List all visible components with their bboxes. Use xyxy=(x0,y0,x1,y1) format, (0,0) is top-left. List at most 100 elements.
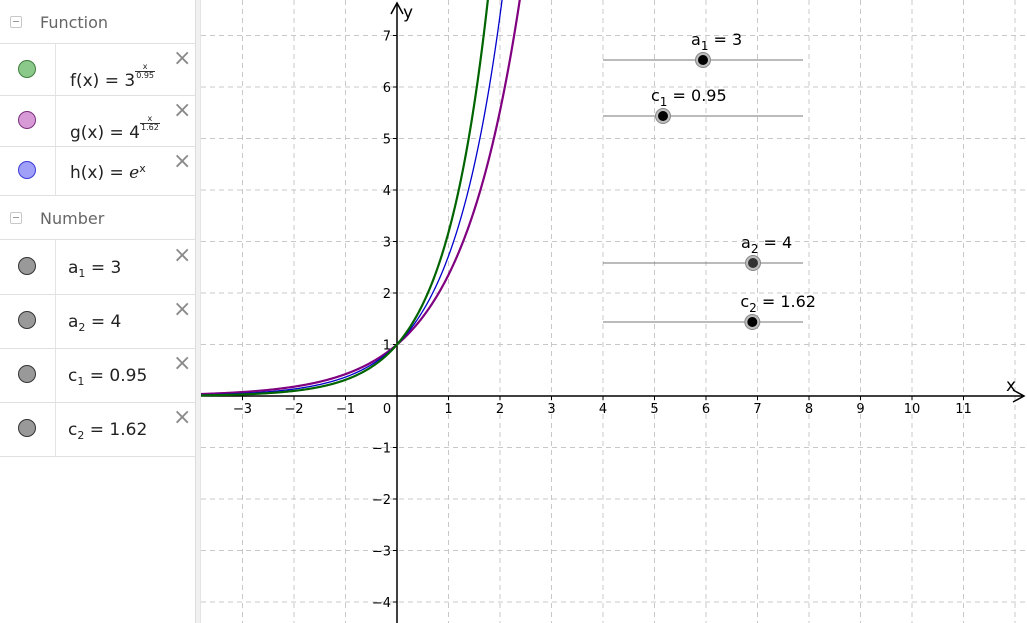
curve-h[interactable] xyxy=(201,0,505,396)
marker-column xyxy=(0,349,56,402)
visibility-toggle-a2[interactable] xyxy=(18,311,36,329)
function-f-definition[interactable]: f(x) = 3 x 0.95 xyxy=(70,63,156,91)
x-axis-arrow-icon xyxy=(1012,389,1026,403)
marker-column xyxy=(0,96,56,146)
group-header-function[interactable]: Function xyxy=(0,0,195,44)
visibility-toggle-c2[interactable] xyxy=(18,419,36,437)
function-g-definition[interactable]: g(x) = 4 x 1.62 xyxy=(70,115,160,143)
slider-label: a2 = 4 xyxy=(741,233,792,256)
number-a2-eq: = xyxy=(90,312,106,332)
x-tick-label: 11 xyxy=(955,402,972,417)
y-tick-label: 2 xyxy=(383,287,391,302)
number-a1-definition[interactable]: a1 = 3 xyxy=(68,258,121,280)
x-tick-label: 7 xyxy=(753,402,761,417)
delete-g-icon[interactable]: × xyxy=(173,98,192,123)
visibility-toggle-h[interactable] xyxy=(18,161,36,179)
number-a1-sub: 1 xyxy=(78,267,86,280)
x-tick-label: 3 xyxy=(547,402,555,417)
function-g-base: 4 xyxy=(129,123,140,143)
delete-h-icon[interactable]: × xyxy=(173,149,192,174)
y-tick-label: −3 xyxy=(372,545,391,560)
function-g-lhs: g(x) = xyxy=(70,123,124,143)
y-tick-label: 1 xyxy=(383,339,391,354)
number-c1-value: 0.95 xyxy=(109,366,148,386)
x-tick-label: 6 xyxy=(702,402,710,417)
visibility-toggle-f[interactable] xyxy=(18,60,36,78)
x-tick-label: −1 xyxy=(336,402,355,417)
slider-c2[interactable]: c2 = 1.62 xyxy=(603,292,816,330)
algebra-item-f[interactable]: f(x) = 3 x 0.95 × xyxy=(0,44,195,96)
slider-handle[interactable] xyxy=(748,258,758,268)
number-c2-var: c xyxy=(68,420,78,440)
marker-column xyxy=(0,147,56,195)
number-a2-definition[interactable]: a2 = 4 xyxy=(68,312,121,334)
function-g-exp-den: 1.62 xyxy=(141,123,159,132)
number-c2-definition[interactable]: c2 = 1.62 xyxy=(68,420,147,442)
slider-a2[interactable]: a2 = 4 xyxy=(603,233,803,271)
y-tick-label: 6 xyxy=(383,81,391,96)
algebra-item-c1[interactable]: c1 = 0.95 × xyxy=(0,349,195,403)
function-f-exp-den: 0.95 xyxy=(136,71,155,80)
function-h-lhs: h(x) = xyxy=(70,163,124,183)
algebra-view: Function f(x) = 3 x 0.95 × g(x) = 4 x 1.62 ×… xyxy=(0,0,195,623)
function-g-exponent: x 1.62 xyxy=(140,115,160,132)
slider-label: a1 = 3 xyxy=(691,30,742,53)
delete-c1-icon[interactable]: × xyxy=(173,351,192,376)
y-tick-label: 5 xyxy=(383,133,391,148)
visibility-toggle-a1[interactable] xyxy=(18,257,36,275)
x-axis-label: x xyxy=(1006,376,1016,396)
function-f-exp-num: x xyxy=(135,63,156,72)
number-a1-eq: = xyxy=(90,258,106,278)
delete-a1-icon[interactable]: × xyxy=(173,243,192,268)
number-c2-eq: = xyxy=(89,420,105,440)
function-g-exp-num: x xyxy=(140,115,160,124)
delete-f-icon[interactable]: × xyxy=(173,46,192,71)
x-tick-label: 0 xyxy=(383,402,391,417)
x-tick-label: 8 xyxy=(805,402,813,417)
function-h-definition[interactable]: h(x) = ex xyxy=(70,162,146,183)
y-axis-label: y xyxy=(403,3,413,23)
number-c1-var: c xyxy=(68,366,78,386)
sliders[interactable]: a1 = 3 c1 = 0.95 a2 = 4 c2 = 1.62 xyxy=(603,30,816,330)
y-tick-label: 3 xyxy=(383,236,391,251)
view-divider[interactable] xyxy=(195,0,201,623)
curve-f[interactable] xyxy=(201,0,491,397)
collapse-function-icon[interactable] xyxy=(10,16,22,28)
slider-handle[interactable] xyxy=(747,317,758,327)
collapse-number-icon[interactable] xyxy=(10,212,22,224)
graphics-view[interactable]: −3 −2 −1 0 1 2 3 4 5 6 7 8 9 10 11 1 2 3 4 5 6 7 −1 −2 −3 −4 a1 … xyxy=(201,0,1027,623)
marker-column xyxy=(0,403,56,456)
function-h-base: e xyxy=(129,163,140,183)
group-header-number[interactable]: Number xyxy=(0,196,195,240)
slider-c1[interactable]: c1 = 0.95 xyxy=(603,86,803,124)
x-tick-label: 9 xyxy=(856,402,864,417)
slider-handle[interactable] xyxy=(698,55,708,65)
axes xyxy=(201,1,1026,623)
delete-c2-icon[interactable]: × xyxy=(173,405,192,430)
algebra-item-c2[interactable]: c2 = 1.62 × xyxy=(0,403,195,457)
visibility-toggle-c1[interactable] xyxy=(18,365,36,383)
algebra-item-g[interactable]: g(x) = 4 x 1.62 × xyxy=(0,96,195,147)
algebra-item-h[interactable]: h(x) = ex × xyxy=(0,147,195,196)
grid xyxy=(201,0,1027,623)
number-c1-definition[interactable]: c1 = 0.95 xyxy=(68,366,147,388)
number-a2-value: 4 xyxy=(110,312,122,332)
marker-column xyxy=(0,240,56,294)
curve-g[interactable] xyxy=(201,0,523,396)
algebra-item-a1[interactable]: a1 = 3 × xyxy=(0,240,195,295)
number-c2-value: 1.62 xyxy=(109,420,148,440)
group-label-number: Number xyxy=(40,209,105,228)
algebra-item-a2[interactable]: a2 = 4 × xyxy=(0,295,195,349)
slider-label: c1 = 0.95 xyxy=(651,86,727,109)
function-f-lhs: f(x) = xyxy=(70,71,119,91)
curves xyxy=(201,0,523,397)
y-tick-label: 7 xyxy=(383,30,391,45)
x-tick-label: 1 xyxy=(444,402,452,417)
x-tick-labels: −3 −2 −1 0 1 2 3 4 5 6 7 8 9 10 11 xyxy=(233,402,972,417)
visibility-toggle-g[interactable] xyxy=(18,111,36,129)
delete-a2-icon[interactable]: × xyxy=(173,297,192,322)
number-c2-sub: 2 xyxy=(77,429,85,442)
slider-a1[interactable]: a1 = 3 xyxy=(603,30,803,68)
slider-handle[interactable] xyxy=(658,111,668,121)
